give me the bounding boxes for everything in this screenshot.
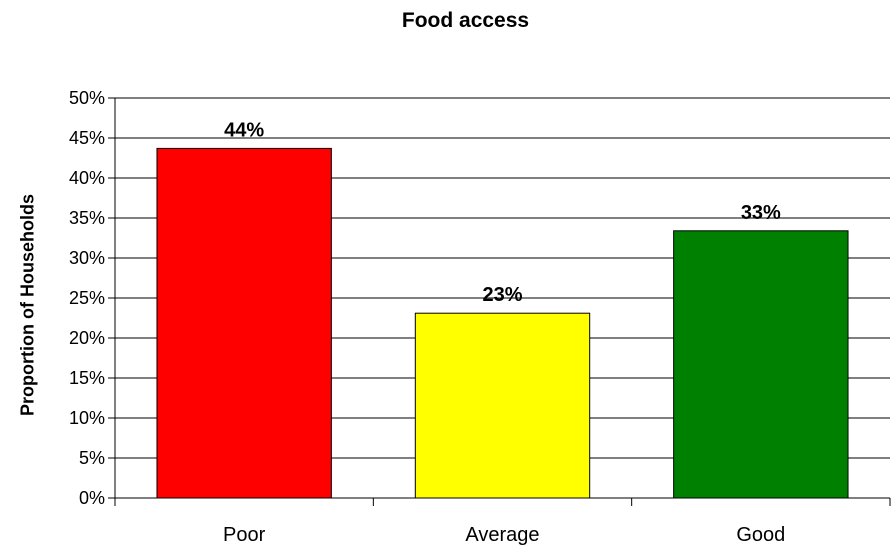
y-tick-label: 15% [69, 368, 105, 388]
y-tick-label: 10% [69, 408, 105, 428]
x-tick-label: Good [736, 524, 785, 546]
x-tick-label: Poor [223, 524, 266, 546]
data-label: 44% [224, 119, 264, 141]
y-tick-label: 50% [69, 88, 105, 108]
y-tick-label: 30% [69, 248, 105, 268]
y-tick-label: 0% [79, 488, 105, 508]
y-tick-label: 25% [69, 288, 105, 308]
bar-average [414, 312, 591, 499]
y-tick-label: 45% [69, 128, 105, 148]
bar-poor [156, 147, 332, 499]
data-label: 23% [482, 284, 522, 306]
x-tick-label: Average [465, 524, 539, 546]
bar-good [673, 230, 849, 499]
y-tick-label: 5% [79, 448, 105, 468]
y-tick-label: 35% [69, 208, 105, 228]
y-tick-label: 40% [69, 168, 105, 188]
y-tick-label: 20% [69, 328, 105, 348]
data-label: 33% [741, 202, 781, 224]
chart-title: Food access [401, 9, 530, 32]
